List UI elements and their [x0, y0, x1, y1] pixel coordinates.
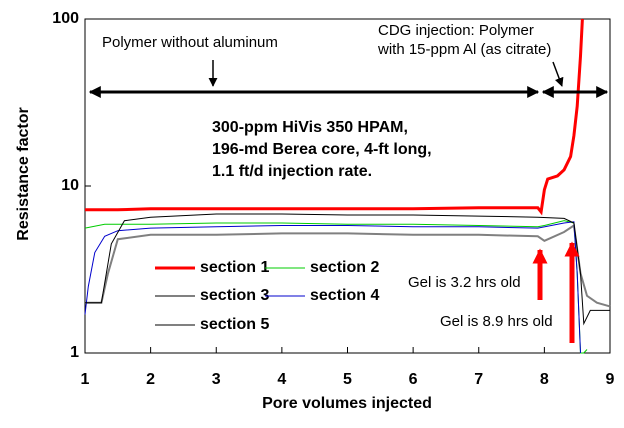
- legend-label: section 1: [200, 259, 269, 276]
- legend-label: section 4: [310, 287, 379, 304]
- legend-label: section 5: [200, 316, 269, 333]
- x-tick-label: 5: [343, 371, 352, 388]
- series-line: [84, 221, 581, 354]
- y-tick-label: 1: [70, 344, 79, 361]
- series-line: [85, 213, 610, 326]
- annotation: with 15-ppm Al (as citrate): [377, 41, 551, 58]
- y-axis-label: Resistance factor: [15, 107, 32, 240]
- annotation: Gel is 8.9 hrs old: [440, 313, 553, 330]
- legend-label: section 2: [310, 259, 379, 276]
- x-tick-label: 1: [81, 371, 90, 388]
- annotation: CDG injection: Polymer: [378, 22, 534, 39]
- x-tick-label: 3: [212, 371, 221, 388]
- y-tick-label: 100: [52, 10, 79, 27]
- annotation: 196-md Berea core, 4-ft long,: [212, 141, 432, 158]
- annotation: Gel is 3.2 hrs old: [408, 274, 521, 291]
- x-tick-label: 8: [540, 371, 549, 388]
- annotation: 1.1 ft/d injection rate.: [212, 163, 372, 180]
- annotation: Polymer without aluminum: [102, 34, 278, 51]
- y-tick-label: 10: [61, 177, 79, 194]
- series-line: [85, 223, 611, 308]
- series-line: [85, 18, 584, 216]
- annotation: 300-ppm HiVis 350 HPAM,: [212, 119, 408, 136]
- x-tick-label: 9: [606, 371, 615, 388]
- x-tick-label: 6: [409, 371, 418, 388]
- pointer-arrow: [552, 61, 564, 87]
- x-tick-label: 7: [474, 371, 483, 388]
- x-tick-label: 2: [146, 371, 155, 388]
- x-tick-label: 4: [277, 371, 286, 388]
- x-axis-label: Pore volumes injected: [262, 395, 432, 412]
- legend-label: section 3: [200, 287, 269, 304]
